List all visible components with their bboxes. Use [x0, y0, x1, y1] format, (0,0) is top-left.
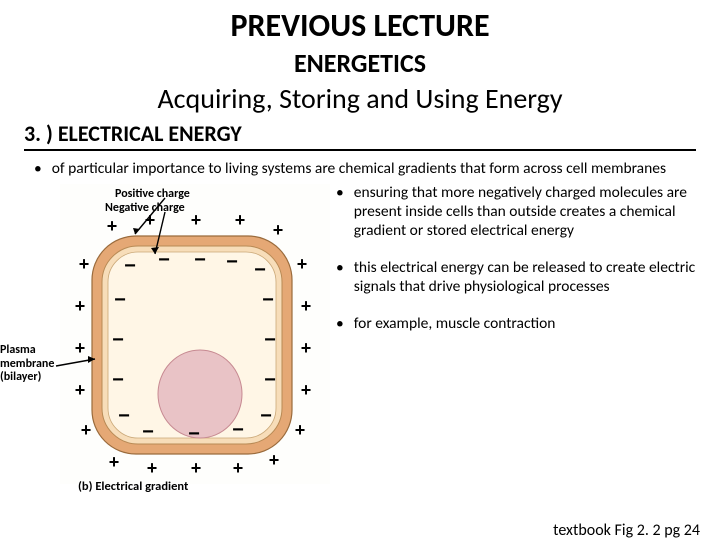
- svg-text:+: +: [81, 420, 92, 440]
- svg-text:+: +: [235, 210, 246, 230]
- label-positive-charge: Positive charge: [115, 187, 190, 201]
- bullet-item: • ensuring that more negatively charged …: [336, 184, 696, 241]
- svg-text:−: −: [158, 249, 170, 271]
- svg-text:+: +: [273, 220, 284, 240]
- citation: textbook Fig 2. 2 pg 24: [553, 521, 700, 540]
- svg-text:−: −: [124, 255, 136, 277]
- svg-text:+: +: [191, 458, 202, 478]
- svg-text:−: −: [112, 329, 124, 351]
- svg-text:−: −: [112, 369, 124, 391]
- title-sub2: Acquiring, Storing and Using Energy: [0, 81, 720, 116]
- bullet-item: • for example, muscle contraction: [336, 315, 696, 334]
- cell-svg-icon: +++++ ++ ++ ++ ++ ++ +++++ −−−−− −− −− −…: [0, 184, 330, 494]
- title-main: PREVIOUS LECTURE: [0, 6, 720, 45]
- label-negative-charge: Negative charge: [105, 201, 185, 215]
- intro-bullet-text: of particular importance to living syste…: [52, 159, 666, 178]
- svg-text:+: +: [109, 452, 120, 472]
- svg-text:+: +: [79, 254, 90, 274]
- svg-text:+: +: [295, 420, 306, 440]
- svg-text:−: −: [264, 329, 276, 351]
- cell-diagram: Positive charge Negative charge Plasma m…: [0, 184, 330, 494]
- svg-text:−: −: [188, 423, 200, 445]
- bullet-text: ensuring that more negatively charged mo…: [354, 184, 696, 241]
- svg-text:+: +: [301, 380, 312, 400]
- svg-text:−: −: [194, 249, 206, 271]
- svg-text:+: +: [107, 216, 118, 236]
- bullet-dot-icon: •: [34, 159, 42, 178]
- svg-text:−: −: [254, 259, 266, 281]
- svg-text:+: +: [301, 338, 312, 358]
- content-row: Positive charge Negative charge Plasma m…: [0, 184, 696, 494]
- svg-text:−: −: [264, 369, 276, 391]
- svg-text:−: −: [232, 419, 244, 441]
- title-sub1: ENERGETICS: [0, 47, 720, 79]
- svg-text:−: −: [260, 405, 272, 427]
- svg-text:−: −: [118, 405, 130, 427]
- svg-text:+: +: [233, 458, 244, 478]
- diagram-caption: (b) Electrical gradient: [78, 479, 188, 494]
- bullet-dot-icon: •: [336, 259, 344, 297]
- bullet-item: • this electrical energy can be released…: [336, 259, 696, 297]
- bullet-text: for example, muscle contraction: [354, 315, 556, 334]
- svg-text:+: +: [297, 254, 308, 274]
- right-bullets: • ensuring that more negatively charged …: [336, 184, 696, 494]
- section-header: 3. ) ELECTRICAL ENERGY: [24, 120, 696, 151]
- svg-text:+: +: [191, 210, 202, 230]
- svg-text:+: +: [147, 458, 158, 478]
- svg-text:+: +: [75, 296, 86, 316]
- svg-text:+: +: [301, 296, 312, 316]
- svg-text:−: −: [262, 289, 274, 311]
- svg-text:−: −: [142, 421, 154, 443]
- svg-text:+: +: [75, 338, 86, 358]
- intro-bullet: • of particular importance to living sys…: [24, 159, 696, 178]
- svg-text:−: −: [226, 251, 238, 273]
- label-plasma-membrane: Plasma membrane (bilayer): [0, 344, 54, 384]
- bullet-dot-icon: •: [336, 184, 344, 241]
- svg-text:+: +: [269, 450, 280, 470]
- bullet-text: this electrical energy can be released t…: [354, 259, 696, 297]
- svg-text:+: +: [75, 380, 86, 400]
- bullet-dot-icon: •: [336, 315, 344, 334]
- svg-text:−: −: [114, 289, 126, 311]
